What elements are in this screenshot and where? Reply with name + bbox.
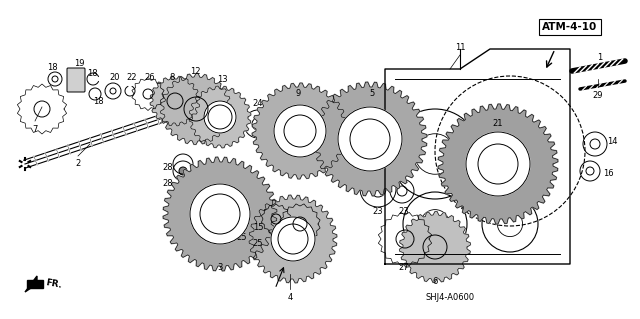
Circle shape: [190, 184, 250, 244]
Text: 14: 14: [607, 137, 617, 145]
Circle shape: [250, 226, 260, 236]
Text: 26: 26: [145, 72, 156, 81]
Text: 8: 8: [170, 72, 175, 81]
Text: 2: 2: [76, 160, 81, 168]
Polygon shape: [249, 195, 337, 283]
Polygon shape: [189, 86, 251, 148]
FancyBboxPatch shape: [67, 68, 85, 92]
Text: ATM-4-10: ATM-4-10: [542, 22, 598, 32]
Text: 15: 15: [253, 222, 263, 232]
Text: 29: 29: [593, 91, 604, 100]
Text: 23: 23: [399, 206, 410, 216]
Text: 18: 18: [47, 63, 58, 71]
Text: 13: 13: [217, 75, 227, 84]
Polygon shape: [25, 276, 37, 292]
Text: 10: 10: [273, 233, 284, 241]
Text: 9: 9: [296, 90, 301, 99]
Text: 25: 25: [253, 240, 263, 249]
Text: 19: 19: [74, 60, 84, 69]
Text: 23: 23: [372, 206, 383, 216]
Polygon shape: [252, 83, 348, 179]
Polygon shape: [313, 82, 427, 196]
Text: 20: 20: [109, 72, 120, 81]
Text: 11: 11: [455, 42, 465, 51]
Text: 3: 3: [218, 263, 223, 271]
Polygon shape: [163, 157, 277, 271]
Text: 7: 7: [32, 124, 38, 133]
Text: 6: 6: [432, 277, 438, 286]
Text: 21: 21: [493, 120, 503, 129]
Text: 16: 16: [603, 169, 613, 179]
Polygon shape: [27, 280, 43, 288]
Polygon shape: [399, 211, 470, 283]
Circle shape: [274, 105, 326, 157]
Circle shape: [204, 101, 236, 133]
Circle shape: [338, 107, 402, 171]
Text: 18: 18: [86, 70, 97, 78]
Text: 18: 18: [93, 97, 103, 106]
Text: FR.: FR.: [45, 278, 63, 290]
Text: 22: 22: [127, 72, 137, 81]
Circle shape: [271, 217, 315, 261]
Polygon shape: [150, 76, 200, 126]
Polygon shape: [161, 73, 232, 145]
Text: 4: 4: [287, 293, 292, 301]
Circle shape: [179, 167, 187, 175]
Text: 1: 1: [597, 53, 603, 62]
Text: 28: 28: [163, 162, 173, 172]
Text: 5: 5: [369, 90, 374, 99]
Text: SHJ4-A0600: SHJ4-A0600: [426, 293, 475, 301]
Polygon shape: [438, 104, 558, 224]
Circle shape: [466, 132, 530, 196]
Text: 25: 25: [237, 233, 247, 241]
Text: 12: 12: [189, 66, 200, 76]
Text: 28: 28: [163, 180, 173, 189]
Text: 27: 27: [399, 263, 410, 271]
Text: 17: 17: [297, 239, 307, 248]
Text: 24: 24: [253, 100, 263, 108]
